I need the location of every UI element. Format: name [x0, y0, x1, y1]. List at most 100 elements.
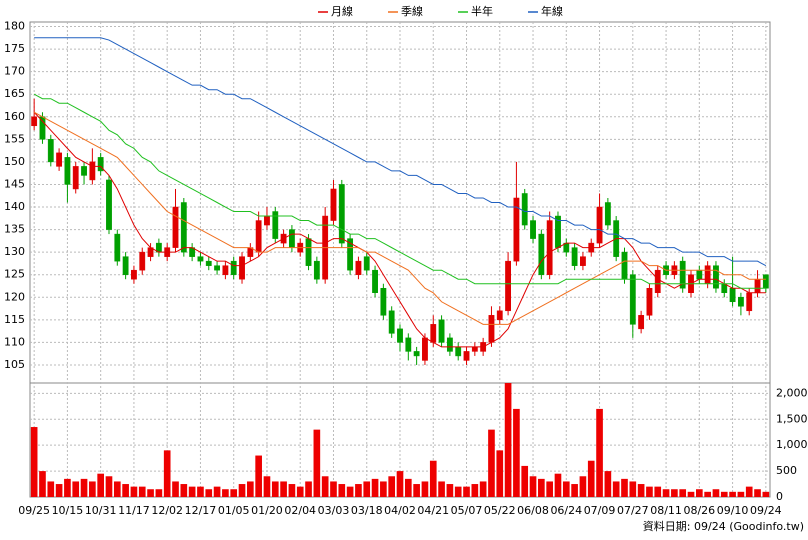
candle-body: [31, 116, 38, 127]
candle-body: [255, 220, 262, 253]
candle-body: [413, 351, 420, 357]
legend-label: 半年: [471, 4, 493, 18]
volume-bar: [504, 383, 512, 497]
candle-body: [513, 197, 520, 262]
x-tick-label: 09/25: [18, 504, 50, 517]
y-tick-label: 105: [4, 358, 25, 371]
volume-bar: [729, 491, 736, 497]
volume-bar: [429, 460, 437, 497]
volume-bar: [579, 476, 587, 497]
candle-body: [388, 310, 395, 334]
candle-body: [654, 269, 661, 293]
x-tick-label: 08/26: [683, 504, 715, 517]
volume-bar: [554, 473, 562, 497]
x-tick-label: 07/27: [617, 504, 649, 517]
y-tick-label: 110: [4, 335, 25, 348]
volume-bar: [163, 450, 171, 497]
volume-bar: [313, 429, 321, 497]
candle-body: [222, 265, 229, 275]
volume-bar: [538, 478, 545, 497]
source-note: 資料日期: 09/24 (Goodinfo.tw): [643, 519, 804, 533]
moving-average-line: [33, 93, 766, 289]
candle-body: [372, 269, 378, 293]
y2-tick-label: 1,000: [776, 438, 808, 451]
candle-body: [338, 184, 345, 244]
volume-bar: [463, 486, 470, 497]
volume-bar: [363, 481, 371, 497]
volume-bar: [39, 471, 46, 497]
y-tick-label: 160: [4, 110, 25, 123]
volume-bar: [80, 478, 88, 497]
volume-bar: [546, 481, 553, 497]
candle-body: [455, 346, 462, 357]
volume-bar: [696, 489, 703, 497]
candle-body: [488, 315, 495, 343]
volume-bar: [130, 486, 138, 497]
candle-body: [230, 260, 237, 275]
legend-label: 年線: [541, 4, 563, 18]
candle-body: [571, 247, 578, 266]
volume-bar: [438, 481, 445, 497]
x-tick-label: 10/15: [52, 504, 84, 517]
volume-bar: [679, 489, 687, 497]
candle-body: [288, 229, 295, 248]
volume-bar: [488, 429, 495, 497]
candle-body: [521, 193, 528, 226]
volume-bar: [446, 484, 454, 497]
y-tick-label: 170: [4, 65, 25, 78]
candle-body: [172, 206, 179, 248]
candle-body: [97, 157, 104, 172]
candle-body: [446, 337, 453, 352]
y-tick-label: 180: [4, 20, 25, 33]
candle-body: [762, 274, 769, 289]
volume-bar: [571, 484, 578, 497]
volume-bar: [155, 489, 163, 497]
volume-bar: [662, 489, 670, 497]
volume-bar: [113, 481, 121, 497]
candle-body: [122, 256, 129, 275]
volume-bar: [105, 476, 113, 497]
volume-bar: [346, 486, 354, 497]
volume-bar: [205, 489, 213, 497]
volume-bar: [47, 481, 55, 497]
volume-bar: [629, 481, 637, 497]
candle-body: [704, 265, 711, 284]
volume-bar: [654, 486, 662, 497]
candle-body: [463, 351, 470, 361]
volume-bar: [180, 484, 188, 497]
candle-body: [737, 297, 744, 307]
volume-bar: [404, 478, 412, 497]
candle-body: [39, 116, 46, 140]
x-tick-label: 12/17: [185, 504, 217, 517]
volume-bar: [271, 481, 279, 497]
candle-body: [530, 220, 536, 239]
volume-bar: [704, 491, 711, 497]
x-tick-label: 04/02: [384, 504, 416, 517]
volume-bar: [471, 484, 479, 497]
candle-body: [355, 260, 362, 275]
y2-tick-label: 0: [776, 490, 783, 503]
candle-body: [505, 260, 512, 312]
volume-bar: [529, 476, 537, 497]
volume-bar: [172, 481, 179, 497]
x-tick-label: 03/03: [318, 504, 350, 517]
candle-body: [363, 256, 370, 271]
y2-tick-label: 500: [776, 464, 797, 477]
moving-average-line: [33, 111, 766, 348]
candle-body: [72, 166, 79, 190]
candle-body: [604, 202, 611, 226]
y-tick-label: 165: [4, 87, 25, 100]
volume-bar: [637, 484, 645, 497]
volume-bar: [762, 491, 770, 497]
volume-bar: [745, 486, 753, 497]
volume-bar: [89, 481, 96, 497]
y-tick-label: 130: [4, 245, 25, 258]
volume-bar: [321, 476, 329, 497]
volume-bar: [97, 473, 104, 497]
candle-body: [621, 251, 628, 280]
x-tick-label: 04/21: [417, 504, 449, 517]
volume-bar: [72, 481, 80, 497]
volume-bar: [454, 486, 462, 497]
volume-bar: [720, 491, 728, 497]
x-tick-label: 01/20: [251, 504, 283, 517]
